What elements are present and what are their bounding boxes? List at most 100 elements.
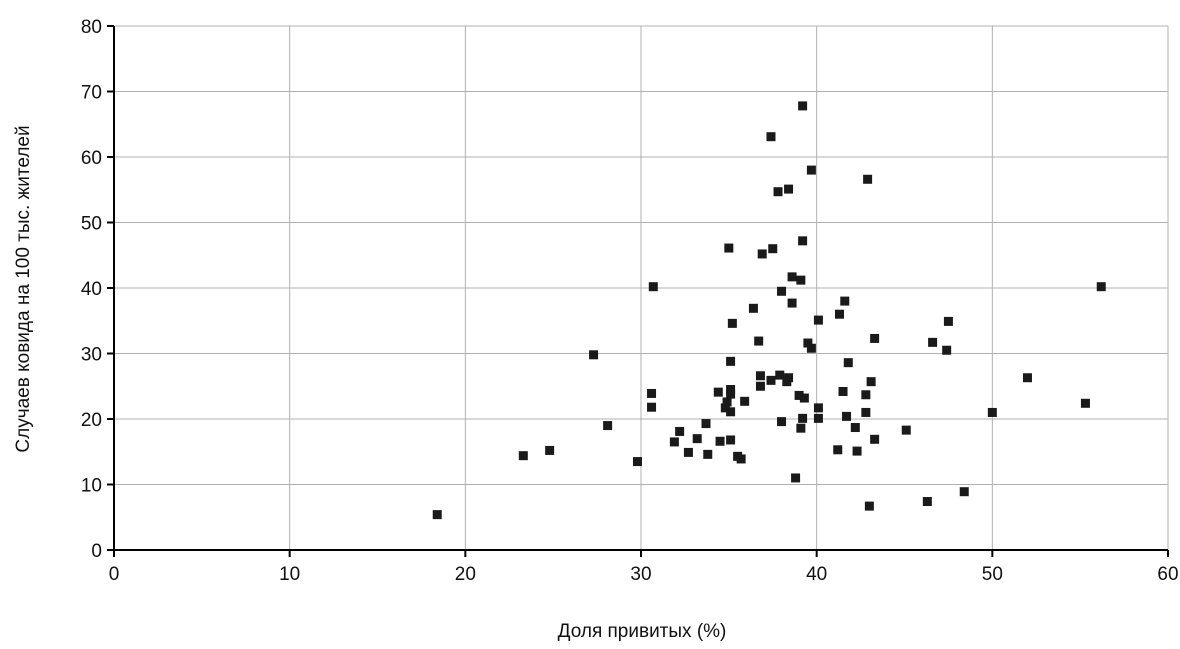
x-tick-label: 50 — [982, 564, 1003, 585]
data-point — [754, 336, 764, 346]
data-point — [784, 184, 794, 194]
data-point — [803, 338, 813, 348]
data-point — [798, 413, 808, 423]
data-point — [870, 333, 880, 343]
data-point — [647, 388, 657, 398]
data-point — [798, 236, 808, 246]
grid — [114, 25, 1169, 550]
data-point — [806, 343, 816, 353]
data-point — [777, 286, 787, 296]
data-point — [701, 419, 711, 429]
data-point — [669, 437, 679, 447]
data-point — [726, 385, 736, 395]
data-point — [720, 403, 730, 413]
data-point — [683, 447, 693, 457]
data-point — [835, 309, 845, 319]
y-tick-label: 50 — [81, 214, 102, 235]
axes — [107, 25, 1169, 557]
data-point — [833, 445, 843, 455]
y-axis-title: Случаев ковида на 100 тыс. жителей — [13, 125, 34, 452]
data-point — [922, 497, 932, 507]
data-point — [768, 244, 778, 254]
data-point — [794, 390, 804, 400]
data-point — [796, 275, 806, 285]
tick-labels: 0 10 20 30 40 50 60 0 10 20 30 40 50 60 70 80 — [81, 17, 1179, 585]
data-point — [840, 296, 850, 306]
data-point — [748, 303, 758, 313]
data-point — [796, 423, 806, 433]
data-point — [850, 423, 860, 433]
data-point — [603, 421, 613, 431]
data-point — [632, 457, 642, 467]
data-point — [432, 510, 442, 520]
data-point — [726, 389, 736, 399]
x-tick-label: 30 — [630, 564, 651, 585]
data-point — [843, 358, 853, 368]
data-point — [870, 434, 880, 444]
data-point — [784, 373, 794, 383]
data-point — [773, 187, 783, 197]
data-point — [813, 315, 823, 325]
data-point — [766, 375, 776, 385]
data-point — [777, 417, 787, 427]
data-point — [726, 407, 736, 417]
data-point — [1096, 282, 1106, 292]
data-point — [589, 350, 599, 360]
x-tick-label: 0 — [109, 564, 120, 585]
data-point — [787, 272, 797, 282]
x-tick-label: 20 — [455, 564, 476, 585]
data-point — [724, 243, 734, 253]
data-point — [757, 249, 767, 259]
data-point — [799, 393, 809, 403]
data-point — [726, 356, 736, 366]
data-point — [861, 390, 871, 400]
data-point — [775, 370, 785, 380]
data-point — [726, 435, 736, 445]
x-tick-label: 10 — [279, 564, 300, 585]
y-tick-label: 60 — [81, 148, 102, 169]
data-point — [692, 434, 702, 444]
y-tick-label: 10 — [81, 476, 102, 497]
data-point — [864, 501, 874, 511]
data-point — [787, 298, 797, 308]
y-tick-label: 20 — [81, 410, 102, 431]
x-axis-title: Доля привитых (%) — [558, 621, 727, 642]
data-point — [813, 413, 823, 423]
data-point — [727, 318, 737, 328]
data-point — [648, 282, 658, 292]
data-point — [987, 407, 997, 417]
y-tick-label: 40 — [81, 279, 102, 300]
data-point — [1080, 398, 1090, 408]
data-point — [806, 165, 816, 175]
x-tick-label: 40 — [806, 564, 827, 585]
data-point — [703, 449, 713, 459]
data-point — [838, 386, 848, 396]
data-point — [755, 381, 765, 391]
data-point — [647, 402, 657, 412]
data-point — [842, 411, 852, 421]
data-point — [713, 387, 723, 397]
data-point — [928, 337, 938, 347]
data-point — [675, 426, 685, 436]
data-point — [852, 446, 862, 456]
data-point — [518, 451, 528, 461]
data-point — [791, 473, 801, 483]
y-tick-label: 80 — [81, 17, 102, 38]
data-point — [943, 316, 953, 326]
x-tick-label: 60 — [1157, 564, 1178, 585]
data-point — [863, 174, 873, 184]
y-tick-label: 0 — [91, 541, 102, 562]
data-point — [901, 425, 911, 435]
data-point — [715, 436, 725, 446]
data-point — [1022, 373, 1032, 383]
data-point — [766, 132, 776, 142]
data-point — [755, 371, 765, 381]
data-point — [722, 397, 732, 407]
data-point — [736, 454, 746, 464]
data-point — [740, 396, 750, 406]
y-tick-label: 30 — [81, 345, 102, 366]
data-point — [942, 345, 952, 355]
data-point — [798, 101, 808, 111]
y-tick-label: 70 — [81, 83, 102, 104]
